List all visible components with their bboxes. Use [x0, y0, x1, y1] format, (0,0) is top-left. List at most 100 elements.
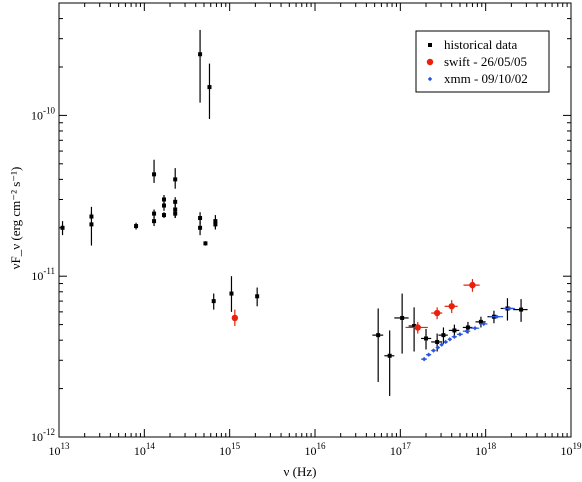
- data-point: [229, 276, 234, 312]
- data-point: [475, 316, 486, 328]
- x-axis-title: ν (Hz): [284, 464, 317, 479]
- legend-label: swift - 26/05/05: [444, 54, 527, 69]
- marker-square: [465, 325, 470, 330]
- data-point: [405, 321, 428, 334]
- x-tick-label: 1017: [390, 441, 412, 458]
- marker-square: [207, 85, 212, 90]
- marker-square: [478, 319, 483, 324]
- marker-square: [89, 214, 94, 219]
- data-point: [435, 345, 441, 350]
- data-point: [372, 308, 384, 382]
- y-tick-label: 10-10: [31, 105, 55, 122]
- marker-diamond: [431, 348, 436, 353]
- data-point: [152, 216, 157, 227]
- data-point: [134, 222, 139, 230]
- marker-diamond: [427, 76, 433, 82]
- marker-diamond: [421, 356, 427, 362]
- marker-square: [255, 294, 260, 299]
- data-point: [394, 293, 409, 354]
- series-diamond: [421, 306, 515, 362]
- data-point: [462, 328, 471, 334]
- data-point: [213, 219, 218, 230]
- x-tick-label: 1018: [475, 441, 497, 458]
- marker-diamond: [507, 306, 512, 311]
- marker-square: [173, 177, 178, 182]
- x-tick-label: 1014: [134, 441, 156, 458]
- data-points: [60, 29, 528, 396]
- marker-square: [198, 52, 203, 57]
- legend-box: [415, 30, 550, 93]
- marker-diamond: [447, 337, 453, 342]
- data-point: [447, 337, 453, 342]
- x-tick-label: 1013: [49, 441, 71, 458]
- data-point: [503, 306, 515, 311]
- marker-diamond: [439, 342, 444, 347]
- marker-diamond: [426, 352, 431, 357]
- marker-circle: [469, 281, 476, 289]
- marker-square: [60, 225, 65, 230]
- data-point: [255, 287, 260, 307]
- data-point: [431, 333, 443, 352]
- marker-square: [452, 328, 457, 333]
- marker-square: [152, 211, 157, 216]
- marker-square: [519, 307, 524, 312]
- data-point: [152, 159, 157, 183]
- marker-diamond: [481, 321, 486, 327]
- data-point: [89, 212, 94, 220]
- marker-square: [213, 222, 218, 227]
- data-point: [173, 168, 178, 189]
- marker-square: [134, 224, 139, 229]
- y-axis-title: νF_ν (erg cm⁻² s⁻¹): [8, 167, 23, 270]
- data-point: [463, 279, 480, 292]
- marker-square: [152, 219, 157, 224]
- data-point: [173, 209, 178, 219]
- marker-square: [428, 43, 432, 47]
- data-point: [198, 221, 203, 236]
- marker-square: [173, 211, 178, 216]
- y-tick-label: 10-12: [31, 427, 55, 444]
- marker-diamond: [457, 332, 463, 337]
- marker-square: [89, 222, 94, 227]
- data-point: [207, 63, 212, 119]
- marker-diamond: [452, 334, 457, 339]
- data-point: [152, 209, 157, 219]
- x-tick-label: 1015: [219, 441, 241, 458]
- marker-square: [152, 172, 157, 177]
- data-point: [198, 29, 203, 103]
- data-point: [431, 307, 443, 320]
- data-point: [513, 299, 528, 322]
- marker-square: [376, 333, 381, 338]
- data-point: [489, 314, 504, 319]
- marker-diamond: [464, 328, 469, 334]
- marker-diamond: [494, 314, 499, 319]
- data-point: [443, 339, 448, 345]
- marker-square: [400, 315, 405, 320]
- marker-diamond: [472, 325, 478, 331]
- data-point: [438, 327, 448, 344]
- x-tick-label: 1016: [305, 441, 327, 458]
- y-tick-label: 10-11: [31, 266, 55, 283]
- data-point: [439, 342, 444, 347]
- data-point: [231, 309, 239, 327]
- marker-diamond: [443, 339, 448, 345]
- marker-square: [424, 336, 429, 341]
- x-tick-label: 1019: [561, 441, 582, 458]
- legend-label: historical data: [444, 37, 518, 52]
- marker-square: [198, 216, 203, 221]
- data-point: [203, 241, 208, 246]
- data-point: [444, 300, 458, 314]
- marker-circle: [426, 58, 434, 66]
- data-point: [470, 325, 480, 331]
- data-point: [479, 321, 488, 327]
- data-point: [421, 328, 432, 350]
- data-point: [431, 348, 436, 353]
- series-square: [60, 29, 528, 396]
- data-point: [451, 334, 457, 339]
- data-point: [60, 221, 65, 236]
- marker-square: [441, 333, 446, 338]
- marker-square: [173, 199, 178, 204]
- marker-square: [211, 299, 216, 304]
- marker-square: [161, 213, 166, 218]
- data-point: [456, 332, 463, 337]
